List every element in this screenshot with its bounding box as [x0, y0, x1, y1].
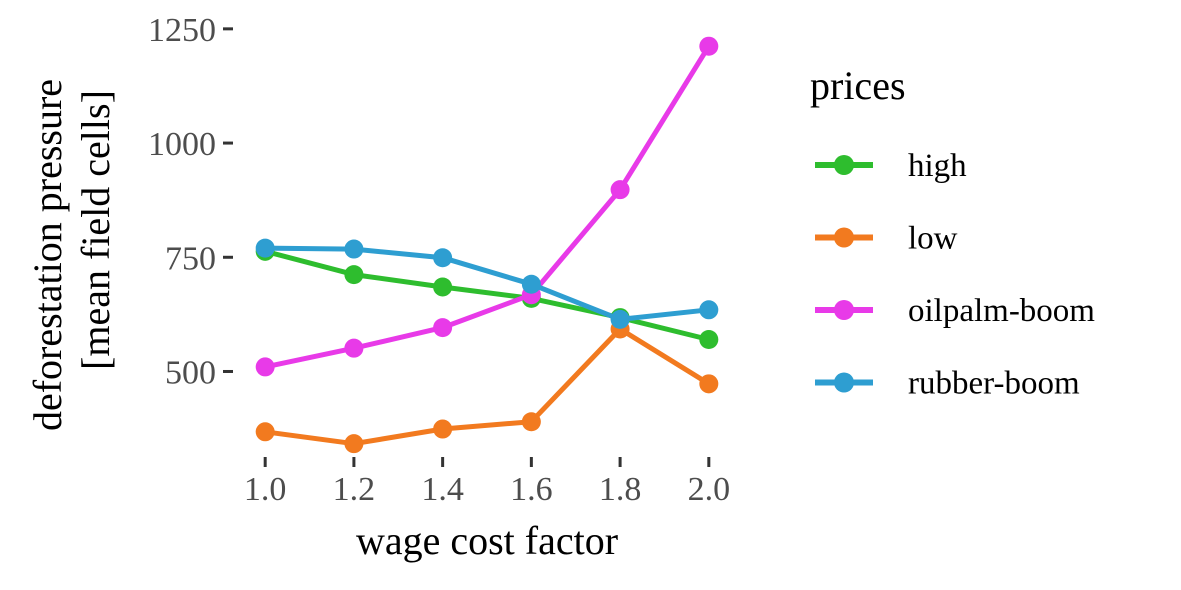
data-point-rubber-boom [699, 300, 719, 320]
y-axis-title-line-1: deforestation pressure [25, 79, 70, 431]
y-tick-label: 500 [165, 354, 216, 391]
legend-item-rubber-boom: rubber-boom [815, 366, 1080, 402]
legend-key-point [834, 300, 854, 320]
data-point-low [433, 419, 453, 439]
legend-label: low [908, 221, 958, 257]
data-point-oilpalm-boom [255, 357, 275, 377]
data-point-oilpalm-boom [433, 318, 453, 338]
data-point-low [521, 412, 541, 432]
y-tick-label: 750 [165, 240, 216, 277]
series-line-oilpalm-boom [264, 44, 711, 370]
legend-key-point [834, 227, 854, 248]
legend-label: oilpalm-boom [908, 293, 1095, 329]
data-point-rubber-boom [433, 248, 453, 268]
legend-item-low: low [815, 221, 958, 257]
data-point-high [699, 330, 719, 350]
legend-label: rubber-boom [908, 366, 1080, 402]
x-axis-title: wage cost factor [356, 518, 618, 563]
y-axis: 500 750 1000 1250 [148, 12, 233, 391]
data-point-rubber-boom [255, 238, 275, 258]
legend-item-high: high [815, 148, 967, 184]
series-line-high [264, 248, 710, 342]
legend-key-point [834, 155, 854, 175]
data-point-oilpalm-boom [344, 338, 364, 358]
legend-key-point [834, 372, 854, 393]
x-tick-label: 1.8 [599, 471, 642, 508]
data-point-oilpalm-boom [610, 180, 630, 200]
data-point-low [344, 434, 364, 454]
x-tick-label: 1.2 [333, 471, 376, 508]
y-tick-label: 1250 [148, 12, 216, 49]
legend-title: prices [810, 63, 906, 108]
series-low [255, 319, 719, 454]
x-tick-label: 1.0 [244, 471, 287, 508]
data-point-oilpalm-boom [699, 36, 719, 56]
data-point-rubber-boom [521, 274, 541, 294]
legend-label: high [908, 148, 967, 184]
data-point-rubber-boom [610, 309, 630, 329]
y-axis-title: deforestation pressure [mean field cells… [25, 79, 118, 431]
data-point-low [255, 422, 275, 442]
x-axis: 1.0 1.2 1.4 1.6 1.8 2.0 [244, 457, 730, 508]
series-line-low [264, 326, 711, 447]
plot-series [255, 36, 719, 454]
y-axis-title-line-2: [mean field cells] [73, 90, 118, 370]
series-rubber-boom [255, 238, 719, 329]
data-point-low [699, 374, 719, 394]
legend: prices high low oilpalm-boom rubber-boom [810, 63, 1095, 402]
y-tick-label: 1000 [148, 126, 216, 163]
series-high [255, 241, 719, 350]
x-tick-label: 2.0 [688, 471, 731, 508]
legend-item-oilpalm-boom: oilpalm-boom [815, 293, 1095, 329]
data-point-high [344, 265, 364, 285]
data-point-high [433, 277, 453, 297]
series-line-rubber-boom [265, 245, 710, 322]
x-tick-label: 1.4 [421, 471, 464, 508]
x-tick-label: 1.6 [510, 471, 553, 508]
data-point-rubber-boom [344, 239, 364, 259]
